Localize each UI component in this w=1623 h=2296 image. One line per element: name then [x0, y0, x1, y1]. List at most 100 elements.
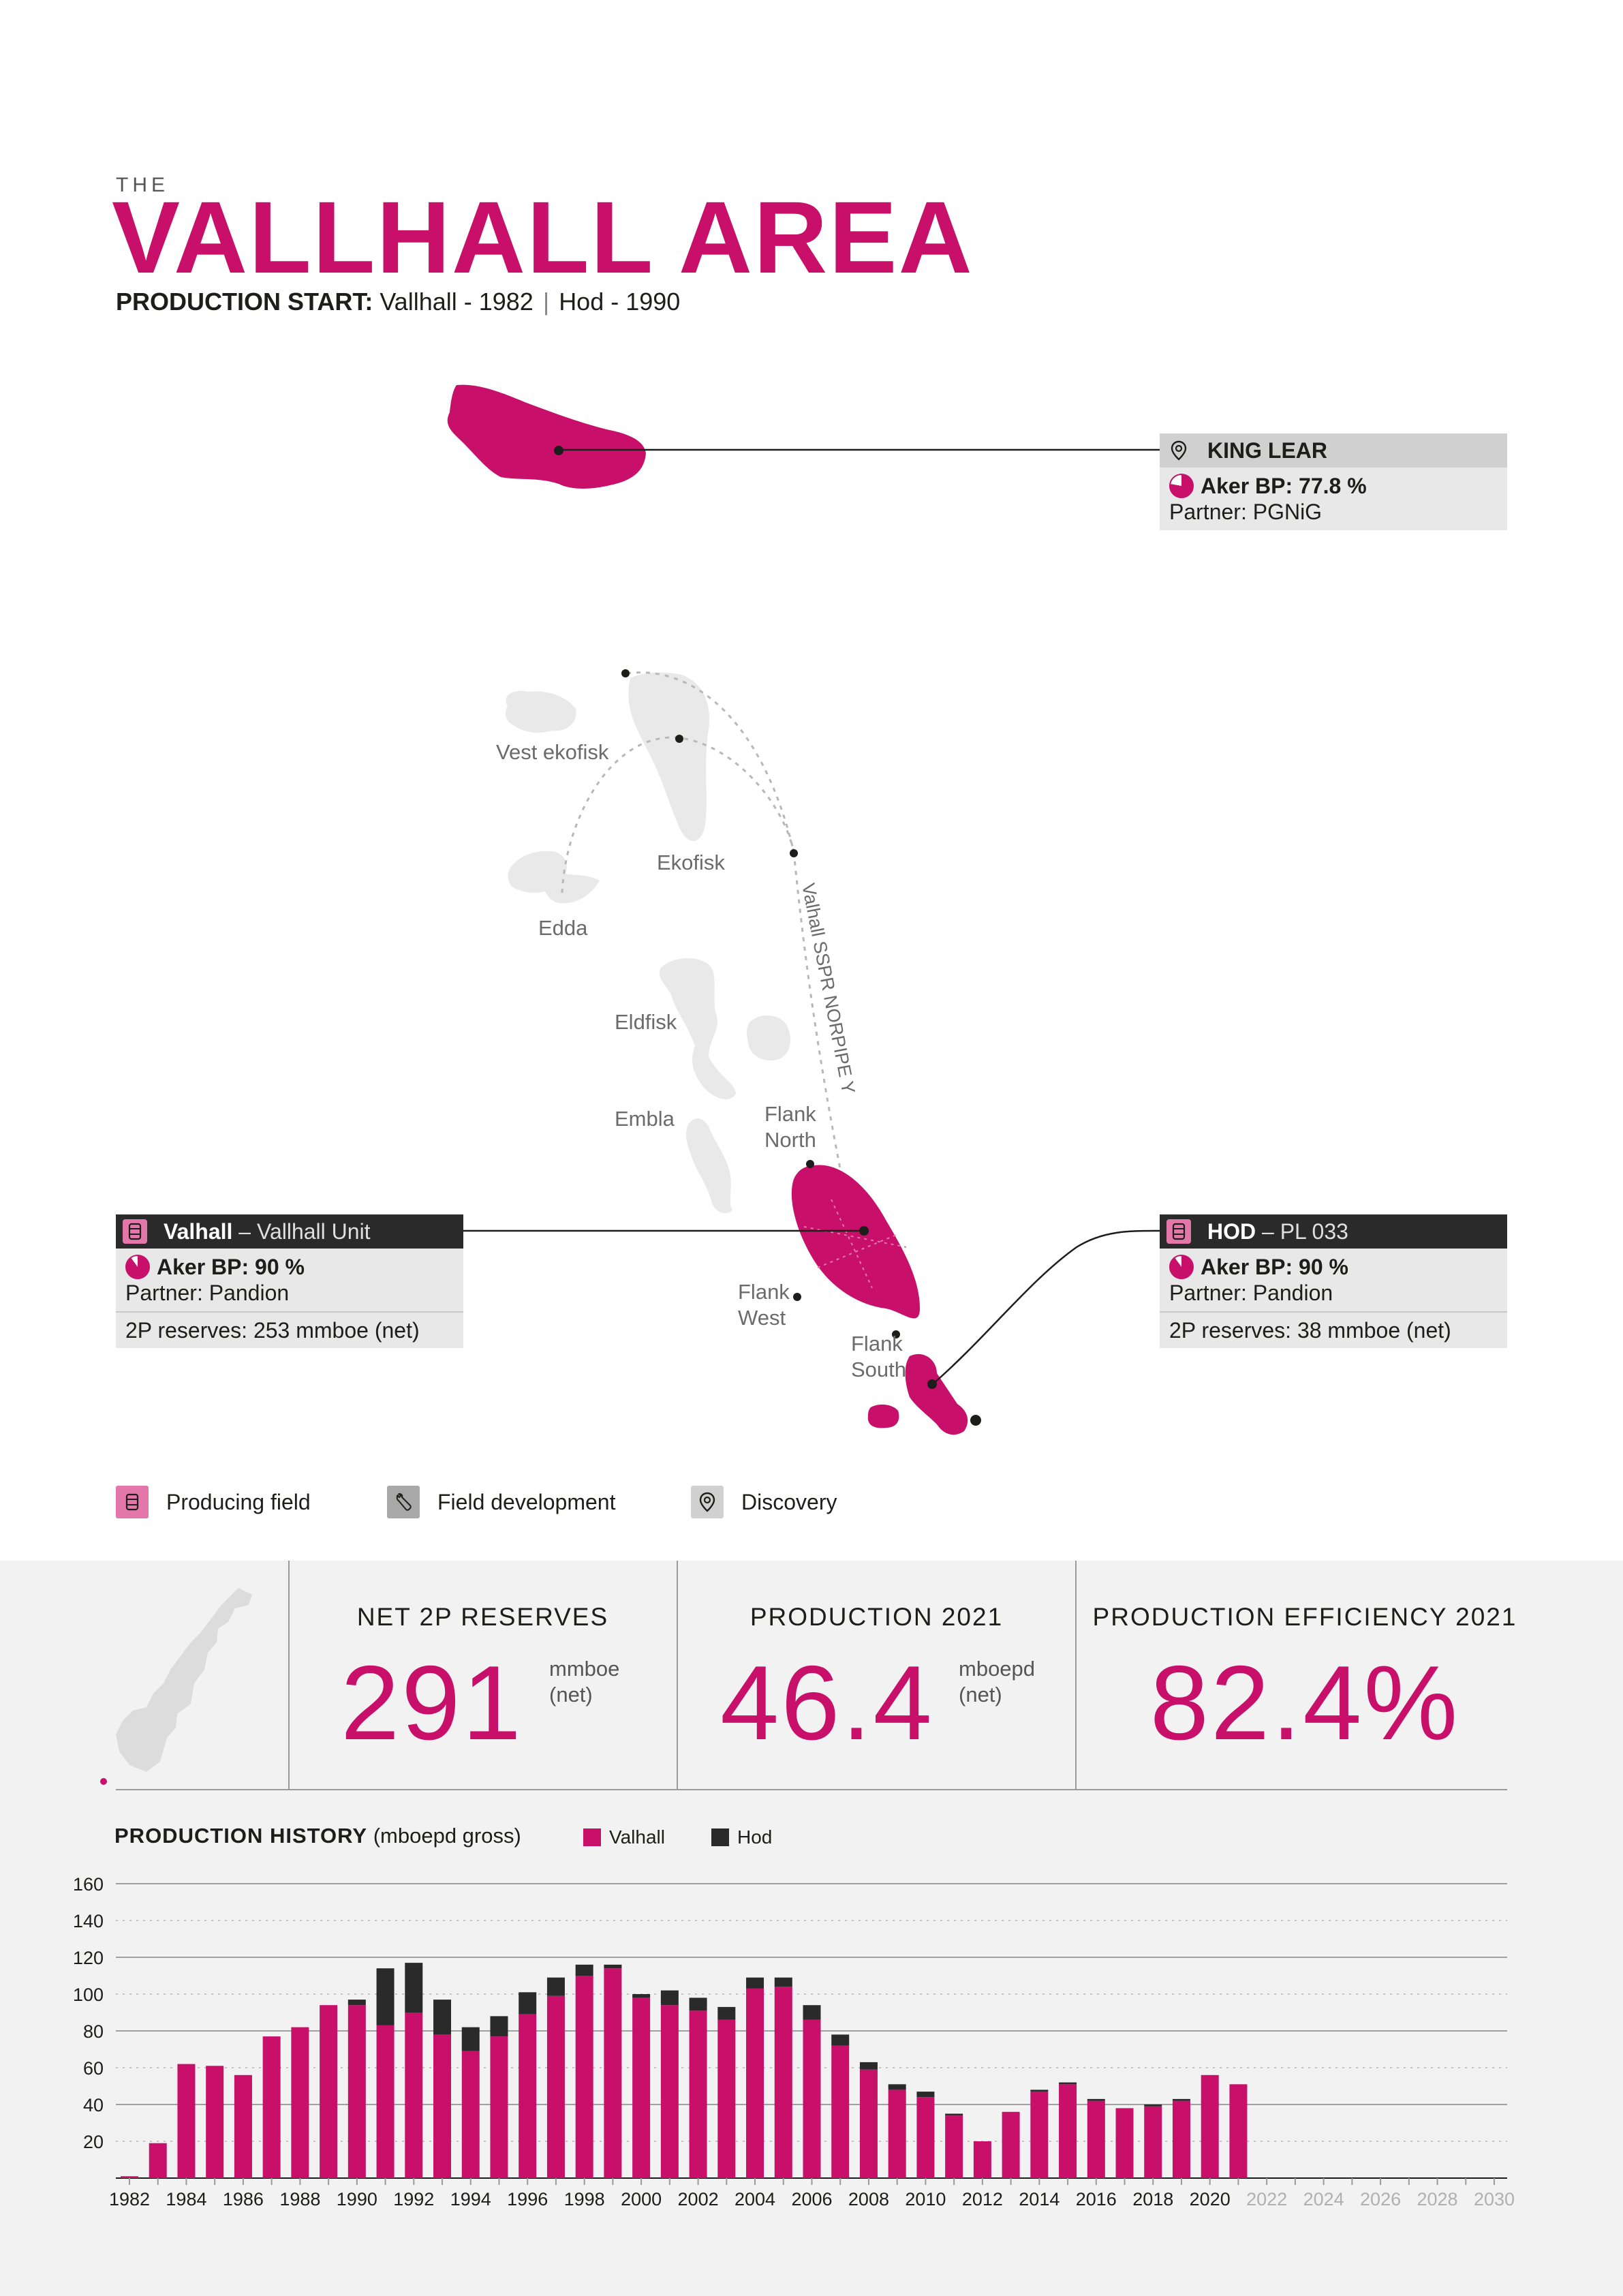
pipeline-node-dot: [790, 849, 798, 857]
kpi-production-value: 46.4: [720, 1644, 934, 1762]
ekofisk-north-dot: [621, 669, 630, 677]
bar-hod-2004: [746, 1977, 764, 1989]
production-history-chart: 20 40 60 80 100 120 140 160 1982 1984 1986 1988 1990…: [73, 1874, 1515, 2209]
bar-valhall-2011: [945, 2115, 963, 2178]
y-tick-label: 20: [83, 2132, 104, 2152]
bar-valhall-1986: [234, 2075, 252, 2178]
bar-hod-2009: [888, 2084, 906, 2090]
bar-valhall-2016: [1087, 2100, 1105, 2178]
history-title-main: PRODUCTION HISTORY: [114, 1824, 368, 1848]
bar-valhall-1987: [262, 2036, 281, 2178]
legend-producing: Producing field: [116, 1486, 311, 1518]
legend-discovery: Discovery: [691, 1486, 837, 1518]
king-lear-name: KING LEAR: [1207, 438, 1327, 463]
bar-hod-2016: [1087, 2098, 1105, 2101]
valhall-dot: [859, 1226, 869, 1236]
production-start: PRODUCTION START: Vallhall - 1982 | Hod - …: [116, 288, 680, 316]
field-map: Vest ekofisk Ekofisk Edda Eldfisk Embla …: [447, 384, 1160, 1435]
pipeline-ekofisk-loop: [626, 671, 795, 853]
bar-valhall-1996: [519, 2014, 537, 2178]
bar-hod-2006: [803, 2005, 821, 2020]
bar-hod-1998: [575, 1964, 593, 1976]
legend-swatch-hod: [711, 1828, 729, 1846]
page-title: VALLHALL AREA: [112, 180, 974, 294]
pipeline-label: Valhall SSPR NORPIPE Y: [798, 881, 859, 1095]
hod-connector: [933, 1229, 1160, 1384]
kpi-bottom-divider: [116, 1789, 1507, 1790]
bar-hod-2014: [1030, 2090, 1049, 2092]
y-tick-label: 120: [73, 1948, 104, 1968]
bar-valhall-2002: [689, 2010, 707, 2178]
x-tick-label: 1998: [564, 2189, 605, 2209]
kpi-efficiency: PRODUCTION EFFICIENCY 2021 82.4%: [1077, 1561, 1533, 1790]
bar-hod-2018: [1144, 2104, 1162, 2107]
bar-valhall-2009: [888, 2090, 906, 2178]
location-pin-icon: [1166, 438, 1191, 463]
bar-valhall-1991: [376, 2025, 395, 2178]
bar-valhall-2013: [1002, 2111, 1020, 2178]
bar-valhall-1993: [433, 2034, 452, 2178]
flank-south-dot: [892, 1330, 900, 1338]
bar-valhall-1992: [405, 2012, 423, 2178]
bar-hod-1993: [433, 2000, 452, 2035]
bar-valhall-1989: [320, 2005, 338, 2178]
x-tick-label: 2028: [1417, 2189, 1458, 2209]
bar-hod-1997: [546, 1977, 565, 1996]
hod-share: Aker BP: 90 %: [1201, 1255, 1348, 1279]
bar-valhall-2007: [831, 2045, 850, 2178]
flank-north-label-1: Flank: [764, 1102, 816, 1126]
x-tick-label: 1992: [393, 2189, 434, 2209]
y-tick-label: 80: [83, 2021, 104, 2042]
king-lear-card-header: KING LEAR: [1160, 433, 1507, 468]
flank-north-label-2: North: [764, 1128, 816, 1152]
x-tick-label: 2002: [678, 2189, 719, 2209]
location-pin-icon: [691, 1486, 724, 1518]
bar-valhall-1984: [177, 2064, 196, 2178]
eldfisk-field: [659, 958, 736, 1100]
kpi-efficiency-value: 82.4%: [1149, 1644, 1460, 1762]
hod-dot: [927, 1379, 937, 1389]
bar-valhall-2020: [1201, 2075, 1219, 2178]
valhall-card-body: Aker BP: 90 % Partner: Pandion: [116, 1249, 463, 1311]
x-tick-label: 2010: [905, 2189, 946, 2209]
hod-partner: Partner: Pandion: [1169, 1281, 1333, 1305]
divider: |: [542, 288, 550, 316]
eldfisk-label: Eldfisk: [615, 1010, 677, 1034]
bar-valhall-1997: [546, 1995, 565, 2178]
bar-hod-2007: [831, 2034, 850, 2046]
ekofisk-field: [628, 672, 709, 841]
bar-hod-2015: [1059, 2082, 1077, 2085]
bar-valhall-1983: [149, 2143, 167, 2178]
eldfisk-east-field: [746, 1015, 790, 1061]
bar-valhall-1998: [575, 1976, 593, 2178]
oil-barrel-icon: [123, 1219, 147, 1244]
hod-field: [905, 1353, 968, 1435]
bar-hod-1994: [461, 2027, 480, 2051]
bar-hod-2000: [632, 1994, 651, 1998]
kpi-divider: [1075, 1561, 1077, 1790]
x-tick-label: 2012: [962, 2189, 1003, 2209]
bar-hod-1995: [490, 2016, 508, 2037]
bar-valhall-2006: [803, 2019, 821, 2178]
x-tick-label: 1986: [223, 2189, 264, 2209]
kpi-production-label: PRODUCTION 2021: [749, 1603, 1004, 1631]
kpi-reserves-label: NET 2P RESERVES: [356, 1603, 609, 1631]
y-tick-label: 160: [73, 1874, 104, 1895]
hod-name: HOD: [1207, 1219, 1256, 1244]
bar-valhall-1994: [461, 2051, 480, 2178]
bar-hod-1991: [376, 1968, 395, 2025]
bar-valhall-2005: [774, 1987, 792, 2178]
bar-valhall-1995: [490, 2036, 508, 2178]
bar-hod-2019: [1172, 2098, 1190, 2101]
bar-valhall-2018: [1144, 2106, 1162, 2178]
history-legend-valhall: Valhall: [583, 1826, 665, 1848]
kpi-reserves-value: 291: [341, 1644, 523, 1762]
bar-valhall-2015: [1059, 2084, 1077, 2178]
king-lear-share: Aker BP: 77.8 %: [1201, 474, 1367, 498]
king-lear-dot: [554, 446, 563, 455]
x-tick-label: 2004: [735, 2189, 775, 2209]
kpi-reserves-unit-2: (net): [549, 1683, 593, 1706]
hod-card: HOD – PL 033 Aker BP: 90 % Partner: Pand…: [1160, 1214, 1507, 1348]
bar-valhall-2021: [1229, 2084, 1248, 2178]
kpi-production-unit: mboepd (net): [959, 1656, 1035, 1708]
